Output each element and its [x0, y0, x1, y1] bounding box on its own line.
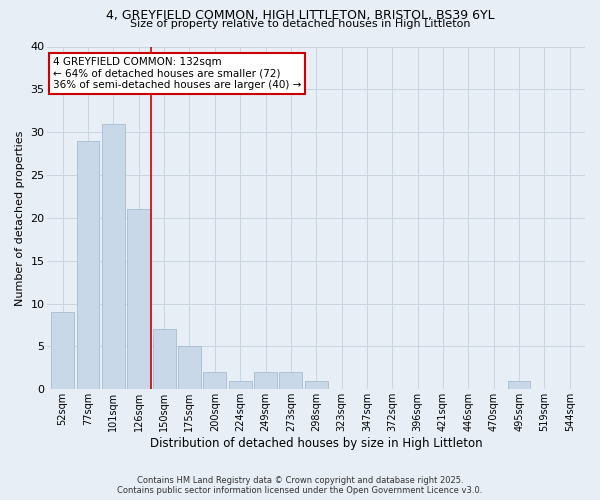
Y-axis label: Number of detached properties: Number of detached properties [15, 130, 25, 306]
Bar [203, 372, 226, 390]
Bar [305, 380, 328, 390]
Bar [102, 124, 125, 390]
X-axis label: Distribution of detached houses by size in High Littleton: Distribution of detached houses by size … [150, 437, 482, 450]
Bar [51, 312, 74, 390]
Bar [127, 210, 150, 390]
Bar [229, 380, 251, 390]
Bar [508, 380, 530, 390]
Bar [152, 330, 176, 390]
Text: 4, GREYFIELD COMMON, HIGH LITTLETON, BRISTOL, BS39 6YL: 4, GREYFIELD COMMON, HIGH LITTLETON, BRI… [106, 9, 494, 22]
Text: 4 GREYFIELD COMMON: 132sqm
← 64% of detached houses are smaller (72)
36% of semi: 4 GREYFIELD COMMON: 132sqm ← 64% of deta… [53, 57, 301, 90]
Bar [280, 372, 302, 390]
Bar [254, 372, 277, 390]
Text: Contains HM Land Registry data © Crown copyright and database right 2025.
Contai: Contains HM Land Registry data © Crown c… [118, 476, 482, 495]
Text: Size of property relative to detached houses in High Littleton: Size of property relative to detached ho… [130, 19, 470, 29]
Bar [178, 346, 201, 390]
Bar [77, 141, 100, 390]
